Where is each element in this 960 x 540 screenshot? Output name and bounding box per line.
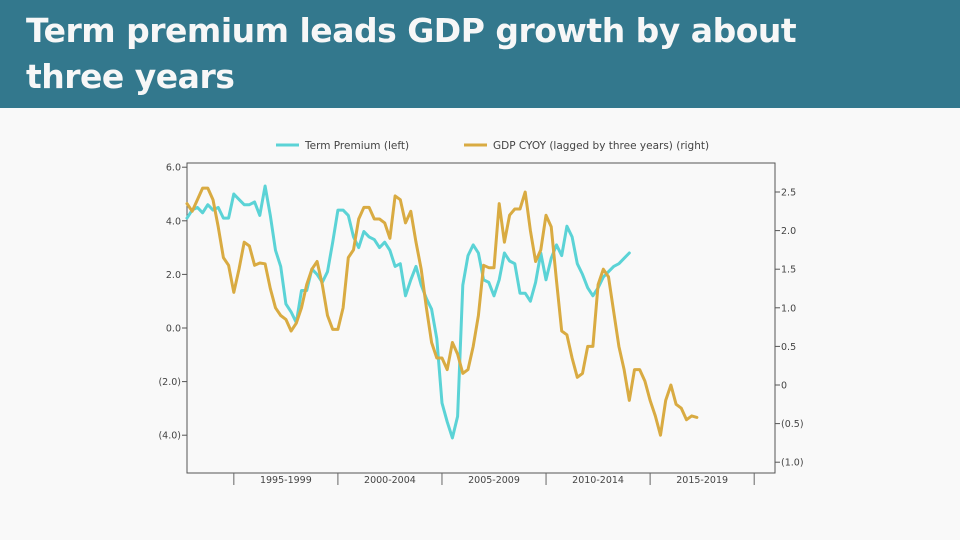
gdp-cyoy-line (185, 186, 699, 437)
x-axis-category-label: 2010-2014 (572, 475, 624, 486)
left-axis-tick-label: 6.0 (166, 163, 181, 174)
right-axis-tick-label: (0.5) (781, 419, 804, 430)
right-axis-tick-label: 1.0 (781, 303, 796, 314)
header-banner: Term premium leads GDP growth by about t… (0, 0, 960, 108)
legend: Term Premium (left) GDP CYOY (lagged by … (276, 140, 709, 152)
left-axis-tick-label: 0.0 (166, 324, 181, 335)
left-axis-tick-label: 4.0 (166, 216, 181, 227)
x-axis-category-label: 2000-2004 (364, 475, 416, 486)
right-axis-tick-label: 0.5 (781, 342, 796, 353)
x-axis-category-label: 2005-2009 (468, 475, 520, 486)
left-axis-tick-label: (4.0) (158, 431, 181, 442)
legend-label-gdp: GDP CYOY (lagged by three years) (right) (493, 140, 709, 152)
x-axis-category-label: 2015-2019 (676, 475, 728, 486)
right-axis-tick-label: 0 (781, 381, 787, 392)
right-axis-tick-label: 1.5 (781, 265, 796, 276)
right-axis-tick-label: 2.0 (781, 226, 796, 237)
x-axis: 1995-1999 2000-2004 2005-2009 2010-2014 2015… (233, 473, 755, 486)
right-axis-tick-label: 2.5 (781, 188, 796, 199)
page-title: Term premium leads GDP growth by about t… (26, 11, 797, 96)
series-layer (185, 184, 699, 440)
term-premium-line (185, 184, 631, 440)
left-axis: 6.0 4.0 2.0 0.0 (2.0) (4.0) (158, 163, 187, 442)
left-axis-tick-label: (2.0) (158, 377, 181, 388)
left-axis-tick-label: 2.0 (166, 270, 181, 281)
right-axis: 2.5 2.0 1.5 1.0 0.5 0 (0.5) (1.0) (775, 188, 804, 469)
right-axis-tick-label: (1.0) (781, 458, 804, 469)
legend-label-term-premium: Term Premium (left) (304, 140, 409, 152)
x-axis-category-label: 1995-1999 (260, 475, 312, 486)
plot-frame (186, 162, 776, 474)
